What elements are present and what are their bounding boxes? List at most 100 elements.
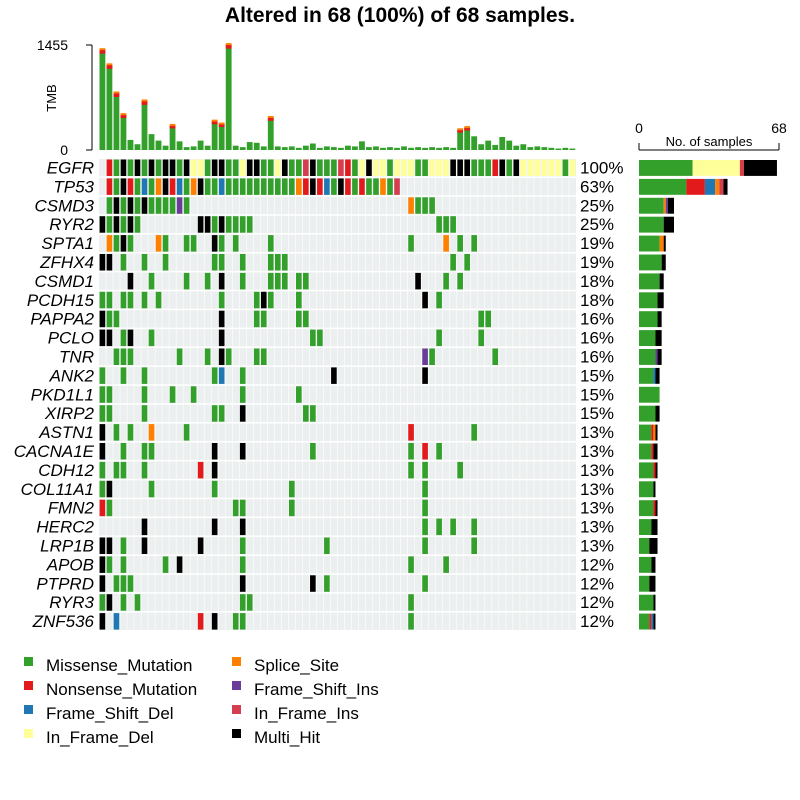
mutation-cell bbox=[106, 537, 113, 554]
mutation-cell bbox=[141, 461, 148, 479]
mutation-cell bbox=[183, 235, 190, 252]
mutation-cell bbox=[239, 405, 246, 422]
mutation-cell bbox=[253, 159, 260, 176]
mutation-cell bbox=[239, 518, 246, 536]
gene-label: ASTN1 bbox=[38, 423, 94, 442]
mutation-cell bbox=[127, 197, 134, 214]
tmb-bar bbox=[394, 147, 400, 150]
mutation-cell bbox=[303, 159, 309, 176]
mutation-cell bbox=[274, 272, 281, 290]
mutation-cell bbox=[281, 178, 288, 195]
sample-count-bar-segment bbox=[665, 197, 668, 214]
mutation-cell bbox=[141, 537, 148, 554]
mutation-cell bbox=[408, 424, 414, 441]
mutation-cell bbox=[148, 197, 155, 214]
mutation-cell bbox=[225, 159, 232, 176]
mutation-cell bbox=[106, 254, 113, 271]
mutation-cell bbox=[134, 178, 141, 195]
sample-count-bar-segment bbox=[653, 481, 656, 498]
mutation-cell bbox=[218, 272, 225, 290]
gene-percent-label: 25% bbox=[580, 196, 614, 215]
mutation-cell bbox=[422, 518, 428, 536]
mutation-cell bbox=[120, 216, 127, 233]
sample-count-bar-segment bbox=[653, 424, 656, 441]
mutation-cell bbox=[324, 159, 330, 176]
mutation-cell bbox=[99, 254, 106, 271]
mutation-cell bbox=[127, 348, 134, 365]
mutation-cell bbox=[197, 216, 204, 233]
mutation-cell bbox=[106, 159, 113, 176]
mutation-cell bbox=[113, 216, 120, 233]
mutation-cell bbox=[260, 178, 267, 195]
tmb-bar bbox=[113, 92, 120, 150]
tmb-bar bbox=[478, 144, 485, 150]
gene-percent-label: 12% bbox=[580, 574, 614, 593]
gene-percent-label: 13% bbox=[580, 461, 614, 480]
legend-swatch bbox=[232, 729, 241, 738]
gene-label: RYR3 bbox=[49, 593, 94, 612]
mutation-cell bbox=[450, 159, 456, 176]
mutation-cell bbox=[513, 159, 520, 176]
mutation-cell bbox=[239, 575, 246, 592]
mutation-cell bbox=[457, 461, 463, 479]
mutation-cell bbox=[211, 518, 218, 536]
sample-count-bar-segment bbox=[659, 273, 664, 290]
mutation-cell bbox=[267, 235, 274, 252]
sample-count-bar-segment bbox=[653, 443, 658, 460]
tmb-bar-splice-segment bbox=[457, 128, 464, 131]
mutation-cell bbox=[155, 178, 162, 195]
sample-count-bar-segment bbox=[639, 292, 658, 309]
sample-count-bar-segment bbox=[639, 556, 652, 573]
mutation-cell bbox=[197, 613, 204, 630]
mutation-cell bbox=[232, 613, 239, 630]
mutation-cell bbox=[239, 272, 246, 290]
mutation-cell bbox=[394, 159, 400, 176]
mutation-cell bbox=[106, 310, 113, 328]
gene-labels: EGFRTP53CSMD3RYR2SPTA1ZFHX4CSMD1PCDH15PA… bbox=[14, 159, 95, 632]
mutation-cell bbox=[260, 291, 267, 309]
mutation-cell bbox=[211, 216, 218, 233]
mutation-cell bbox=[141, 386, 148, 403]
sample-count-bar-segment bbox=[639, 386, 660, 403]
mutation-cell bbox=[373, 178, 379, 195]
mutation-cell bbox=[331, 367, 337, 384]
tmb-bar-splice-segment bbox=[225, 43, 232, 46]
sample-count-bar-segment bbox=[649, 538, 658, 554]
mutation-cell bbox=[246, 159, 253, 176]
tmb-tick-label-max: 1455 bbox=[37, 37, 68, 53]
mutation-cell bbox=[218, 291, 225, 309]
mutation-cell bbox=[408, 159, 414, 176]
mutation-cell bbox=[183, 197, 190, 214]
sample-count-bar-segment bbox=[655, 424, 658, 441]
tmb-bar bbox=[155, 140, 162, 150]
tmb-bar bbox=[569, 148, 576, 150]
mutation-cell bbox=[436, 518, 442, 536]
mutation-cell bbox=[296, 178, 302, 195]
tmb-bar bbox=[562, 147, 569, 150]
mutation-cell bbox=[394, 178, 400, 195]
tmb-bar-nonsense-segment bbox=[225, 44, 232, 49]
mutation-cell bbox=[253, 348, 260, 365]
mutation-cell bbox=[120, 254, 127, 271]
gene-percent-label: 13% bbox=[580, 537, 614, 556]
mutation-cell bbox=[324, 575, 330, 592]
mutation-cell bbox=[113, 461, 120, 479]
tmb-bar-splice-segment bbox=[113, 91, 120, 94]
tmb-bar bbox=[485, 140, 492, 150]
sample-count-bar-segment bbox=[655, 349, 658, 365]
tmb-bar bbox=[225, 44, 232, 150]
mutation-cell bbox=[113, 310, 120, 328]
tmb-bar-nonsense-segment bbox=[267, 117, 274, 121]
sample-count-bar-segment bbox=[639, 197, 664, 214]
tmb-bar bbox=[520, 144, 527, 150]
mutation-cell bbox=[239, 386, 246, 403]
mutation-cell bbox=[162, 197, 169, 214]
tmb-bar bbox=[281, 147, 288, 150]
mutation-cell bbox=[408, 461, 414, 479]
sample-count-bar-segment bbox=[651, 424, 654, 441]
mutation-cell bbox=[338, 178, 344, 195]
mutation-cell bbox=[422, 159, 428, 176]
mutation-cell bbox=[422, 480, 428, 498]
tmb-bar-splice-segment bbox=[218, 122, 225, 125]
tmb-bar bbox=[190, 146, 197, 150]
